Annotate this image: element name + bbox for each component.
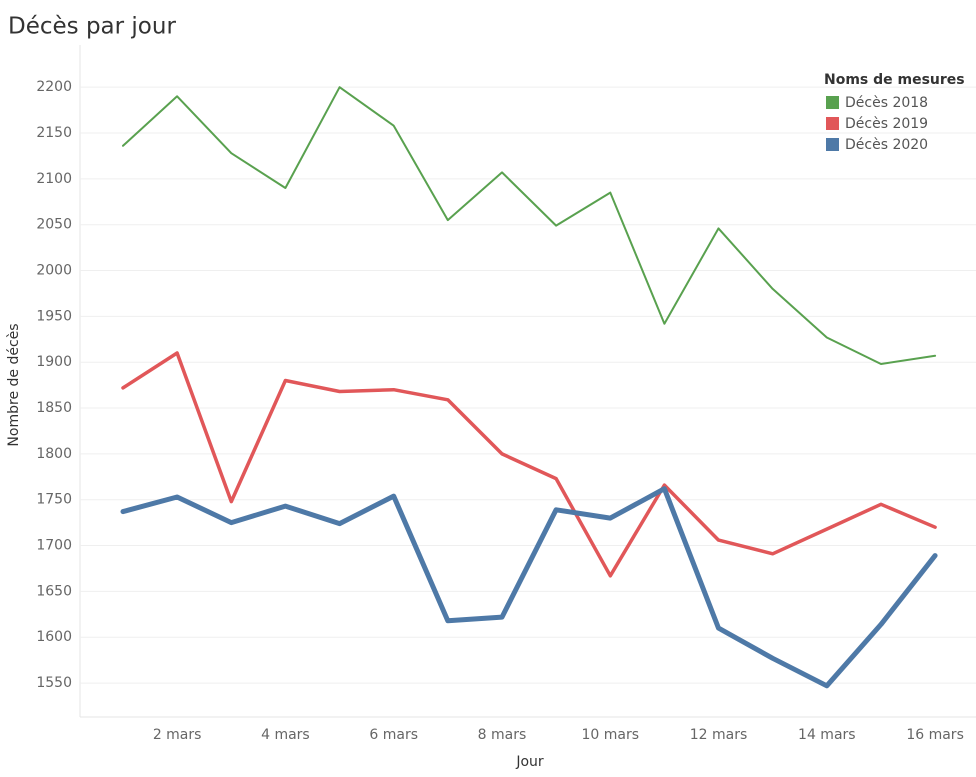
y-axis-title: Nombre de décès xyxy=(6,323,22,446)
y-tick-label: 1650 xyxy=(36,583,72,599)
y-tick-label: 1950 xyxy=(36,308,72,324)
series-line xyxy=(121,351,937,578)
x-tick-label: 16 mars xyxy=(906,727,964,743)
series-line xyxy=(122,86,937,365)
series-line xyxy=(120,486,938,689)
chart-title: Décès par jour xyxy=(8,14,176,40)
legend-label: Décès 2018 xyxy=(845,95,928,111)
legend-label: Décès 2020 xyxy=(845,137,928,153)
y-tick-label: 1550 xyxy=(36,675,72,691)
y-tick-label: 2100 xyxy=(36,171,72,187)
x-tick-label: 8 mars xyxy=(478,727,527,743)
y-tick-label: 1750 xyxy=(36,492,72,508)
y-tick-label: 2050 xyxy=(36,217,72,233)
legend-title: Noms de mesures xyxy=(824,72,965,88)
x-tick-label: 10 mars xyxy=(581,727,639,743)
y-tick-label: 1700 xyxy=(36,538,72,554)
x-tick-label: 4 mars xyxy=(261,727,310,743)
x-tick-label: 2 mars xyxy=(153,727,202,743)
x-axis-title: Jour xyxy=(515,754,544,770)
y-tick-label: 1850 xyxy=(36,400,72,416)
y-tick-label: 1900 xyxy=(36,354,72,370)
y-tick-label: 2000 xyxy=(36,263,72,279)
y-tick-label: 2150 xyxy=(36,125,72,141)
x-tick-label: 14 mars xyxy=(798,727,856,743)
legend-label: Décès 2019 xyxy=(845,116,928,132)
y-tick-label: 2200 xyxy=(36,79,72,95)
legend-swatch xyxy=(826,138,839,151)
x-tick-label: 6 mars xyxy=(369,727,418,743)
y-tick-label: 1800 xyxy=(36,446,72,462)
y-tick-label: 1600 xyxy=(36,629,72,645)
legend-swatch xyxy=(826,96,839,109)
legend-swatch xyxy=(826,117,839,130)
x-tick-label: 12 mars xyxy=(690,727,748,743)
